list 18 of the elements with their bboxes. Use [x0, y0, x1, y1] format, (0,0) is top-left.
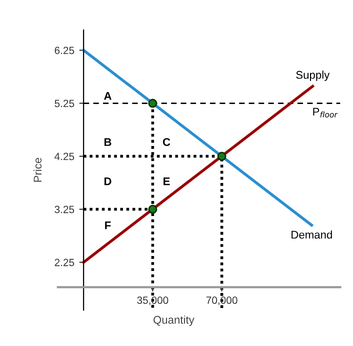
y-tick-label: 3.25 [54, 206, 74, 214]
x-tick-label: 35,000 [137, 296, 168, 306]
annotation: C [162, 138, 170, 146]
ref-line-label: P$_{floor}$ [313, 108, 338, 118]
annotation: D [104, 177, 112, 186]
series-label: Demand [292, 230, 332, 239]
x-tick-label: 70,000 [206, 296, 238, 306]
y-tick-label: 4.25 [54, 152, 74, 160]
y-tick-label: 2.25 [54, 258, 74, 266]
x-axis-title: Quantity [154, 316, 194, 326]
series-label: Supply [296, 70, 330, 81]
y-tick-label: 6.25 [54, 46, 74, 54]
y-axis-title: Price [33, 158, 42, 182]
annotation: B [104, 138, 112, 146]
annotation: E [164, 177, 170, 186]
annotation: A [104, 92, 112, 100]
annotation: F [105, 221, 111, 230]
y-tick-label: 5.25 [54, 100, 74, 108]
